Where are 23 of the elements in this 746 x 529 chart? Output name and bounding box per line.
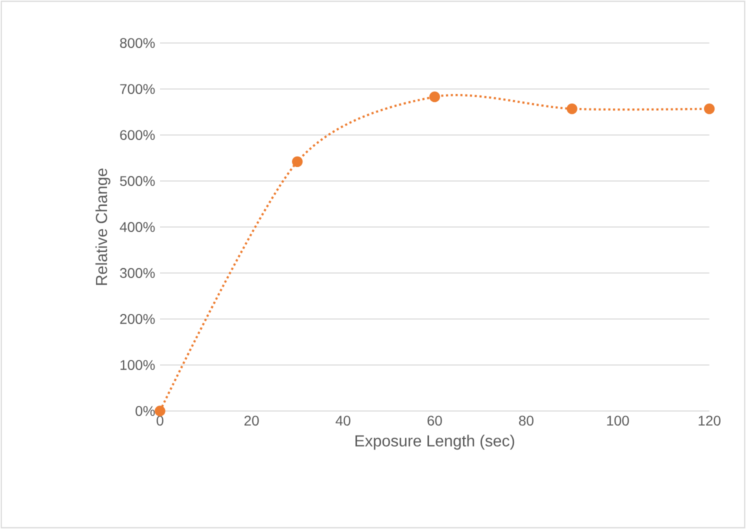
- y-tick-label: 100%: [120, 360, 155, 370]
- x-axis-title: Exposure Length (sec): [356, 434, 514, 450]
- point: [566, 103, 578, 114]
- y-tick-label: 0%: [136, 406, 155, 416]
- x-tick-label: 60: [428, 416, 442, 426]
- y-tick-label: 600%: [120, 130, 155, 140]
- point: [154, 406, 166, 416]
- point: [292, 156, 303, 168]
- y-tick-label: 700%: [120, 84, 155, 94]
- x-tick-label: 100: [607, 416, 629, 426]
- y-axis-title: Relative Change: [95, 168, 110, 285]
- x-tick-label: 120: [698, 416, 720, 426]
- x-tick-label: 40: [336, 416, 350, 426]
- y-tick-label: 500%: [120, 176, 155, 186]
- y-tick-label: 800%: [120, 38, 155, 48]
- y-tick-label: 200%: [120, 314, 155, 324]
- point: [704, 103, 715, 114]
- x-tick-label: 20: [244, 416, 259, 426]
- x-tick-label: 80: [519, 416, 534, 426]
- point: [429, 91, 440, 102]
- y-tick-label: 400%: [120, 222, 155, 232]
- x-tick-label: 0: [156, 416, 164, 426]
- y-tick-label: 300%: [120, 268, 155, 278]
